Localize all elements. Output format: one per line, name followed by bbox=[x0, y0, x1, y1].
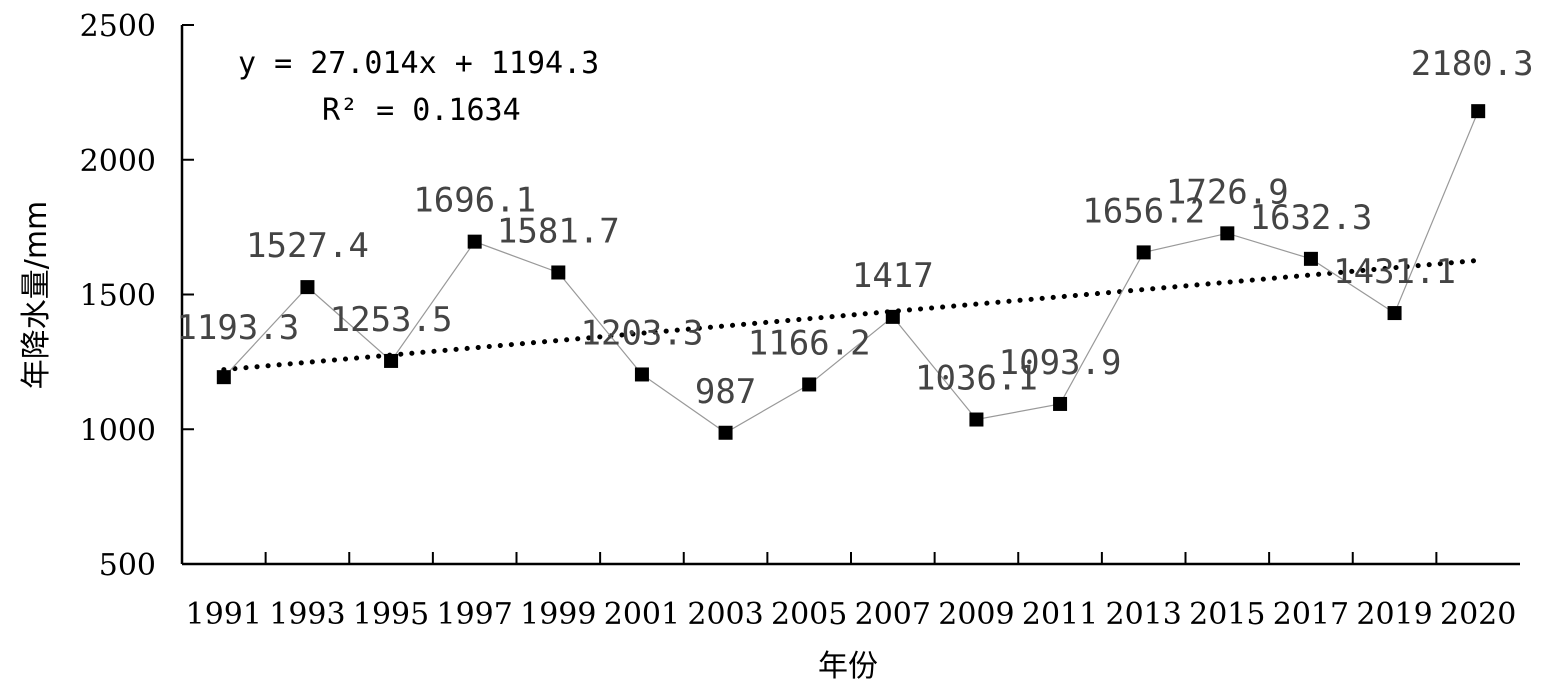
x-tick-label: 1995 bbox=[353, 597, 429, 632]
data-label: 1203.3 bbox=[581, 313, 704, 353]
data-point bbox=[1136, 245, 1151, 260]
data-label: 1581.7 bbox=[497, 211, 620, 251]
x-tick-label: 1999 bbox=[520, 597, 596, 632]
data-point bbox=[718, 425, 733, 440]
x-tick-label: 2001 bbox=[604, 597, 680, 632]
trendline-group bbox=[221, 257, 1481, 373]
trendline bbox=[221, 257, 1481, 373]
y-tick-label: 1000 bbox=[80, 413, 156, 448]
y-tick-label: 500 bbox=[99, 548, 156, 583]
data-label: 1253.5 bbox=[330, 300, 453, 340]
x-tick-label: 1997 bbox=[437, 597, 513, 632]
y-tick-label: 1500 bbox=[80, 279, 156, 314]
data-label: 1431.1 bbox=[1333, 252, 1456, 292]
x-tick-label: 1993 bbox=[269, 597, 345, 632]
x-tick-label: 2007 bbox=[855, 597, 931, 632]
x-tick-label: 2011 bbox=[1022, 597, 1098, 632]
data-point bbox=[1053, 396, 1068, 411]
x-tick-label: 2003 bbox=[687, 597, 763, 632]
data-label: 1166.2 bbox=[748, 323, 871, 363]
y-tick-label: 2000 bbox=[80, 144, 156, 179]
y-axis-title: 年降水量/mm bbox=[19, 201, 54, 390]
data-point bbox=[1303, 251, 1318, 266]
data-label: 1726.9 bbox=[1166, 172, 1289, 212]
data-point bbox=[551, 265, 566, 280]
series-line bbox=[223, 110, 1479, 434]
y-tick-label: 2500 bbox=[80, 9, 156, 44]
data-label: 1036.1 bbox=[915, 359, 1038, 399]
data-point bbox=[1387, 306, 1402, 321]
data-label: 1696.1 bbox=[413, 181, 536, 221]
data-label: 1656.2 bbox=[1082, 191, 1205, 231]
x-tick-label: 2017 bbox=[1273, 597, 1349, 632]
data-label: 1527.4 bbox=[246, 226, 369, 266]
data-label: 1632.3 bbox=[1250, 198, 1373, 238]
data-point bbox=[216, 370, 231, 385]
data-point bbox=[634, 367, 649, 382]
data-point bbox=[467, 234, 482, 249]
series-group bbox=[216, 104, 1486, 440]
x-tick-label: 2009 bbox=[938, 597, 1014, 632]
data-point bbox=[384, 353, 399, 368]
x-tick-label: 2005 bbox=[771, 597, 847, 632]
data-point bbox=[802, 377, 817, 392]
x-tick-label: 2013 bbox=[1106, 597, 1182, 632]
data-point bbox=[969, 412, 984, 427]
data-label: 1417 bbox=[852, 256, 934, 296]
trendline-r-squared: R² = 0.1634 bbox=[322, 93, 521, 128]
data-label: 1193.3 bbox=[176, 308, 299, 348]
x-tick-label: 2015 bbox=[1189, 597, 1265, 632]
data-label: 2180.3 bbox=[1411, 44, 1534, 84]
x-tick-label: 1991 bbox=[186, 597, 262, 632]
x-tick-label: 2019 bbox=[1356, 597, 1432, 632]
data-point bbox=[300, 280, 315, 295]
x-axis-title: 年份 bbox=[818, 649, 878, 684]
x-tick-label: 2020 bbox=[1440, 597, 1516, 632]
data-point bbox=[1220, 226, 1235, 241]
trendline-equation: y = 27.014x + 1194.3 bbox=[238, 46, 599, 81]
data-point bbox=[1471, 104, 1486, 119]
data-point bbox=[885, 309, 900, 324]
data-label: 987 bbox=[695, 372, 756, 412]
data-label: 1093.9 bbox=[999, 343, 1122, 383]
